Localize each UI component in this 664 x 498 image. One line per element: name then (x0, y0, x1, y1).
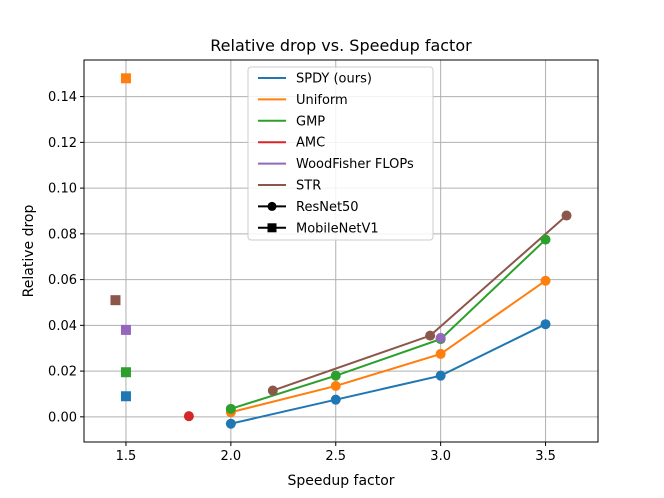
gmp-mobilenetv1-point (120, 367, 131, 378)
str-resnet50-point (267, 385, 278, 396)
spdy-ours-resnet50-point (435, 370, 446, 381)
chart-title: Relative drop vs. Speedup factor (210, 36, 472, 55)
uniform-resnet50-point (435, 348, 446, 359)
y-tick-label: 0.06 (48, 273, 77, 288)
legend-label-uniform: Uniform (296, 93, 348, 108)
x-tick-label: 3.0 (430, 449, 451, 464)
y-tick-label: 0.02 (48, 365, 77, 380)
line-layer (230, 214, 568, 425)
y-tick-label: 0.08 (48, 227, 77, 242)
y-tick-label: 0.14 (48, 90, 77, 105)
legend-label-str: STR (296, 179, 321, 194)
spdy-ours-resnet50-line (230, 323, 546, 425)
y-tick-label: 0.12 (48, 136, 77, 151)
str-mobilenetv1-point (110, 295, 121, 306)
x-axis-label: Speedup factor (287, 473, 394, 489)
str-resnet50-point (561, 210, 572, 221)
legend-label-gmp: GMP (296, 114, 325, 129)
marker-layer (110, 73, 572, 429)
tick-layer: 1.5 2.0 2.5 3.0 3.5 0.00 0.02 0.04 0.06 0.08 0.10 0… (48, 90, 556, 464)
legend-label-spdy-ours: SPDY (ours) (296, 72, 372, 87)
uniform-resnet50-point (540, 275, 551, 286)
y-tick-label: 0.04 (48, 319, 77, 334)
y-tick-label: 0.00 (48, 410, 77, 425)
gmp-resnet50-line (230, 238, 547, 410)
uniform-resnet50-point (330, 380, 341, 391)
uniform-mobilenetv1-point (120, 73, 131, 84)
legend-marker-resnet50 (267, 201, 277, 211)
legend-label-amc: AMC (296, 136, 325, 151)
legend-label-woodfisher-flops: WoodFisher FLOPs (296, 157, 414, 172)
gmp-resnet50-point (330, 370, 341, 381)
gmp-resnet50-point (225, 403, 236, 414)
x-tick-label: 3.5 (535, 449, 556, 464)
spdy-ours-resnet50-point (330, 394, 341, 405)
legend-marker-mobilenetv1 (267, 223, 277, 233)
x-tick-label: 2.5 (325, 449, 346, 464)
amc-resnet50-point (183, 411, 194, 422)
x-tick-label: 2.0 (221, 449, 242, 464)
gmp-resnet50-point (540, 234, 551, 245)
uniform-resnet50-line (230, 279, 547, 414)
plot-frame (83, 59, 599, 443)
legend-frame (247, 66, 434, 241)
legend: SPDY (ours) Uniform GMP AMC WoodFisher FLOPs… (247, 66, 434, 241)
spdy-ours-mobilenetv1-point (120, 391, 131, 402)
str-resnet50-point (425, 330, 436, 341)
y-tick-label: 0.10 (48, 182, 77, 197)
legend-label-resnet50: ResNet50 (296, 200, 359, 215)
str-resnet50-line (272, 214, 568, 392)
woodfisher-flops-resnet50-point (435, 332, 446, 343)
x-tick-label: 1.5 (116, 449, 137, 464)
spdy-ours-resnet50-point (540, 319, 551, 330)
legend-label-mobilenetv1: MobileNetV1 (296, 221, 379, 236)
spdy-ours-resnet50-point (225, 418, 236, 429)
y-axis-label: Relative drop (21, 205, 37, 298)
woodfisher-flops-mobilenetv1-point (120, 324, 131, 335)
